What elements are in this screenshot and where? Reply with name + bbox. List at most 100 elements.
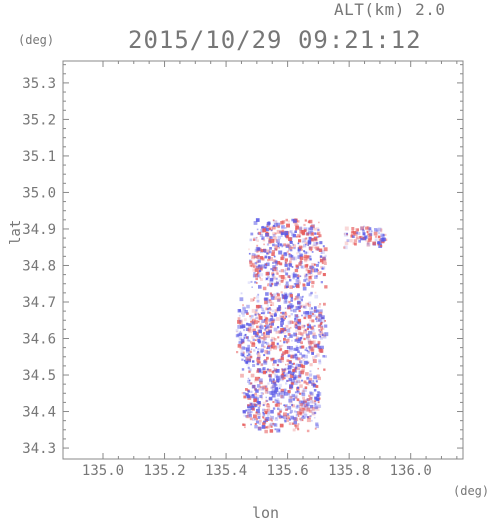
echo-cell [282,327,286,331]
echo-cell [256,274,260,278]
echo-cell [280,324,283,328]
echo-cell [384,233,387,236]
echo-cell [294,295,299,300]
echo-cell [318,361,322,365]
echo-cell [290,299,293,302]
echo-cell [293,375,296,377]
echo-cell [298,399,301,402]
echo-cell [251,321,256,325]
echo-cell [365,238,369,242]
echo-cell [262,393,264,395]
echo-cell [274,370,278,374]
echo-cell [292,423,294,425]
echo-cell [356,228,359,232]
echo-cell [241,324,246,329]
echo-cell [291,375,295,379]
echo-cell [270,294,274,297]
echo-cell [267,345,271,349]
echo-cell [263,354,266,357]
echo-cell [288,237,292,241]
echo-cell [276,241,280,245]
echo-cell [281,379,284,382]
echo-cell [242,314,245,317]
echo-cell [304,237,307,241]
echo-cell [308,345,313,350]
echo-cell [351,227,355,230]
echo-cell [298,253,303,257]
echo-cell [265,263,267,266]
echo-cell [257,320,260,323]
echo-cell [295,345,298,348]
echo-cell [288,417,290,419]
echo-cell [290,307,293,310]
echo-cell [251,308,256,313]
echo-cell [271,336,275,341]
echo-cell [319,322,323,325]
echo-cell [247,358,252,363]
echo-cell [295,357,298,361]
echo-cell [310,225,312,228]
echo-cell [374,235,377,238]
echo-cell [308,228,310,230]
echo-cell [284,313,288,316]
echo-cell [315,422,319,426]
echo-cell [304,405,307,408]
echo-cell [276,307,281,312]
echo-cell [287,354,291,358]
echo-cell [308,301,312,305]
echo-cell [281,229,285,233]
echo-cell [322,332,326,336]
echo-cell [269,300,273,303]
echo-cell [296,404,300,409]
echo-cell [303,360,308,365]
echo-cell [272,276,276,280]
echo-cell [306,242,310,246]
echo-cell [293,308,297,313]
echo-cell [256,352,259,355]
echo-cell [264,408,269,413]
echo-cell [255,339,257,341]
echo-cell [288,263,293,267]
echo-cell [297,293,300,297]
echo-cell [304,275,308,279]
echo-cell [378,241,382,245]
echo-cell [319,257,322,259]
echo-cell [269,308,272,311]
echo-cell [310,291,313,295]
echo-cell [362,232,366,236]
echo-cell [285,315,288,318]
echo-cell [269,348,272,351]
echo-cell [287,405,292,410]
echo-cell [316,353,320,357]
echo-cell [368,229,373,233]
echo-cell [308,246,313,251]
echo-cell [310,268,315,273]
echo-cell [256,255,260,260]
echo-cell [247,404,250,407]
echo-cell [317,340,321,344]
echo-cell [256,403,259,406]
echo-cell [283,371,285,374]
echo-cell [314,291,317,294]
echo-cell [258,342,261,345]
echo-cell [302,410,307,415]
echo-cell [280,256,284,261]
echo-cell [283,418,287,421]
echo-cell [268,238,271,241]
echo-cell [270,345,273,347]
echo-cell [305,372,309,376]
echo-cell [268,240,272,244]
echo-cell [260,386,265,391]
echo-cell [315,343,320,348]
echo-cell [277,297,281,301]
echo-cell [257,412,262,417]
echo-cell [304,219,307,222]
echo-cell [324,254,327,258]
echo-cell [248,252,251,255]
echo-cell [309,343,312,347]
plot-frame [62,60,464,460]
echo-cell [322,245,325,248]
echo-cell [301,389,305,393]
echo-cell [272,265,276,269]
y-tick-label: 34.9 [22,222,56,238]
